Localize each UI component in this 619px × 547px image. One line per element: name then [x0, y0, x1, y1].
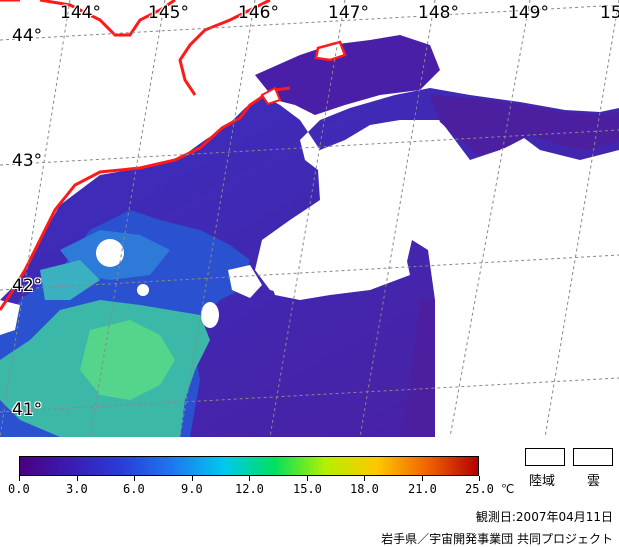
lon-label-148: 148°	[418, 3, 459, 23]
ocean-north	[255, 35, 440, 115]
cloud-legend-box	[573, 448, 613, 466]
land-legend-label: 陸域	[529, 474, 556, 489]
lon-label-146: 146°	[238, 3, 279, 23]
cloud-legend-label: 雲	[587, 474, 601, 489]
unit-label: ℃	[501, 482, 515, 496]
colorbar-tick	[192, 476, 193, 481]
ocean-teal	[40, 260, 100, 300]
coastline	[0, 0, 291, 311]
lat-label-44: 44°	[12, 26, 43, 46]
lon-label-149: 149°	[508, 3, 549, 23]
colorbar-tick-label: 12.0	[235, 482, 264, 496]
lon-label-150: 15	[600, 3, 619, 23]
sst-map-image	[0, 0, 619, 437]
lat-label-42: 42°	[12, 276, 43, 296]
colorbar-tick	[249, 476, 250, 481]
colorbar-tick	[422, 476, 423, 481]
ocean-east	[430, 95, 619, 155]
land-legend-box	[525, 448, 565, 466]
islet	[260, 86, 282, 106]
lon-label-145: 145°	[148, 3, 189, 23]
lon-label-144: 144°	[60, 3, 101, 23]
colorbar-tick	[77, 476, 78, 481]
colorbar-tick-label: 15.0	[293, 482, 322, 496]
sst-map: 144° 145° 146° 147° 148° 149° 15 44° 43°…	[0, 0, 619, 437]
ocean-se	[400, 300, 435, 437]
observation-date: 観測日:2007年04月11日	[475, 510, 613, 524]
temperature-colorbar	[19, 456, 479, 476]
kuril-island	[314, 40, 347, 62]
credit-text: 岩手県／宇宙開発事業団 共同プロジェクト	[381, 532, 613, 546]
ocean-green2	[80, 320, 175, 400]
colorbar-tick	[364, 476, 365, 481]
colorbar-tick-label: 21.0	[408, 482, 437, 496]
lon-label-147: 147°	[328, 3, 369, 23]
colorbar-tick	[19, 476, 20, 481]
colorbar-tick	[134, 476, 135, 481]
colorbar-tick-label: 18.0	[350, 482, 379, 496]
colorbar-tick-label: 0.0	[8, 482, 30, 496]
colorbar-tick-label: 9.0	[181, 482, 203, 496]
colorbar-tick-label: 25.0	[465, 482, 494, 496]
colorbar-tick-label: 6.0	[123, 482, 145, 496]
graticule	[0, 0, 619, 437]
colorbar-tick	[307, 476, 308, 481]
lat-label-43: 43°	[12, 151, 43, 171]
colorbar-tick-label: 3.0	[66, 482, 88, 496]
lat-label-41: 41°	[12, 400, 43, 420]
colorbar-tick	[479, 476, 480, 481]
